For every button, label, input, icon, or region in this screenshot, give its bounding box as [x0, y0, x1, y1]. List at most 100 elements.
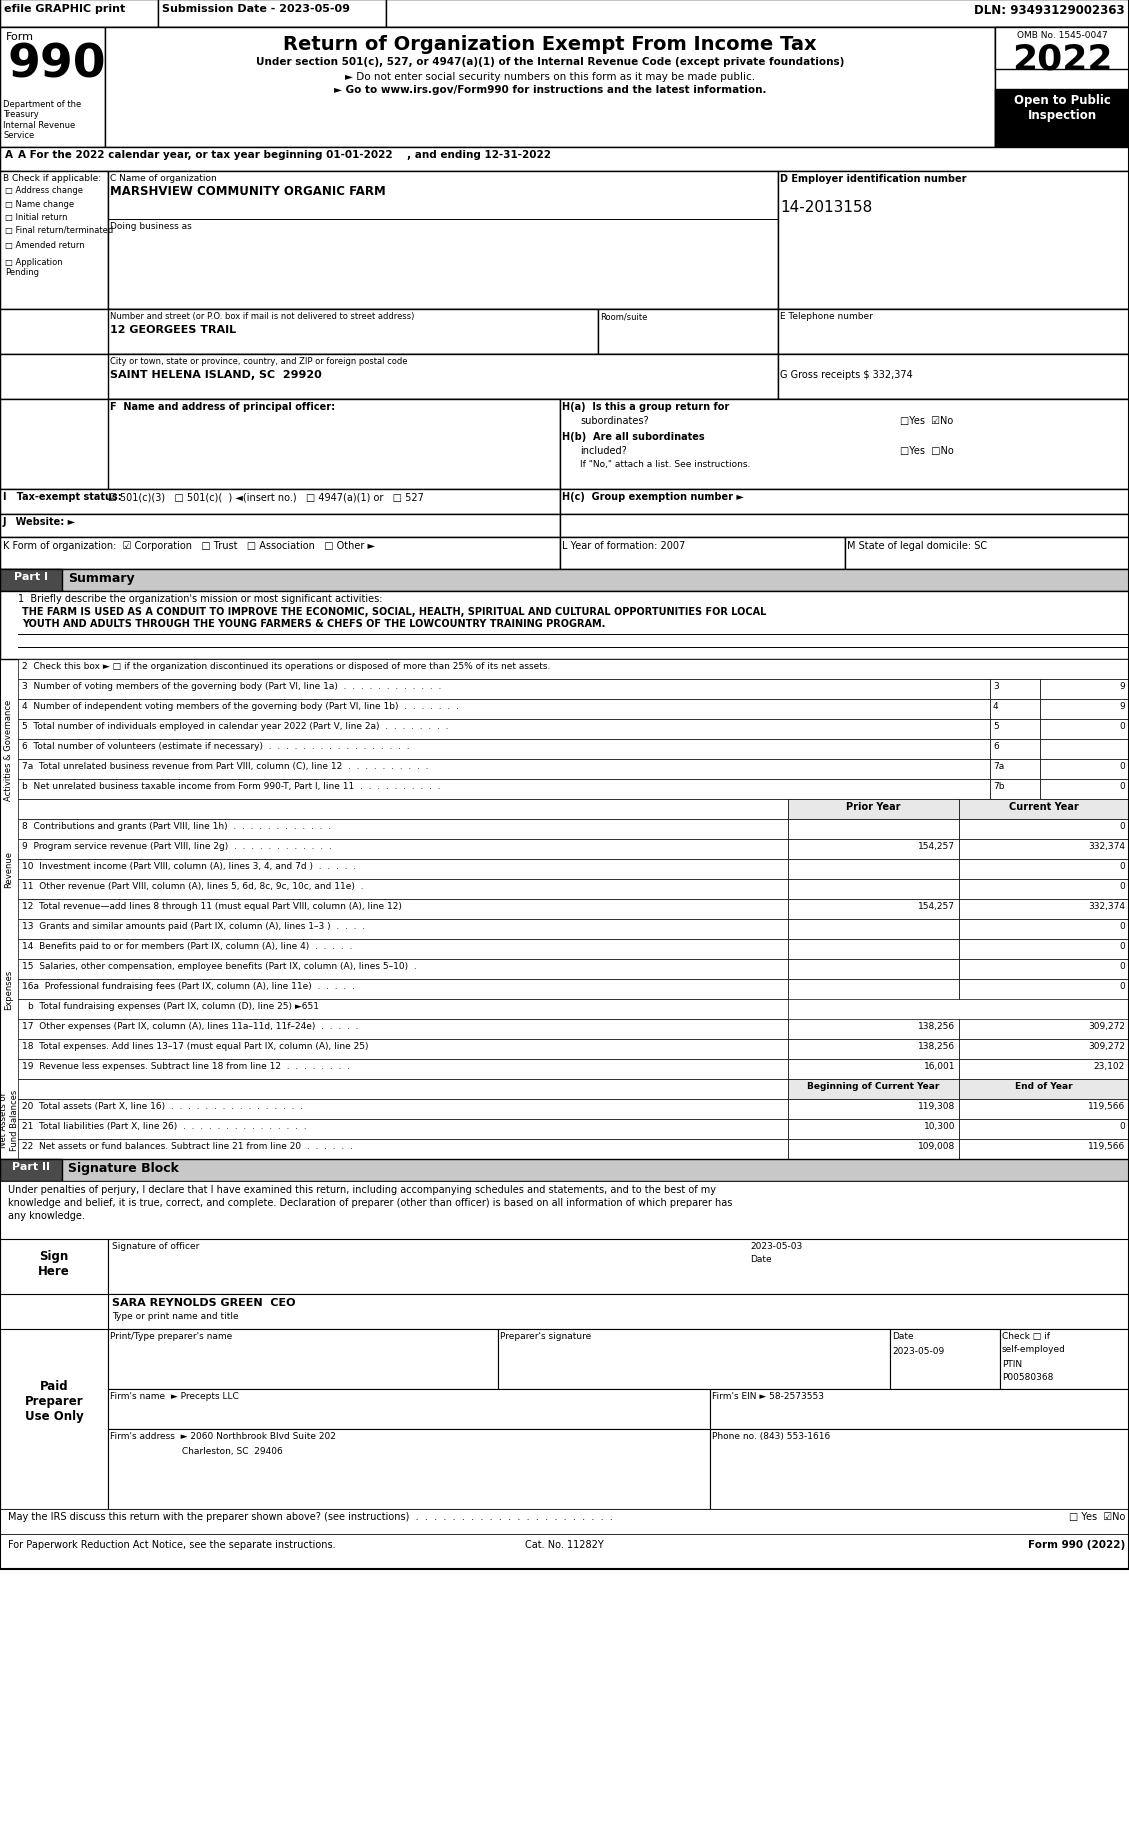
Bar [0, 1510, 1129, 1534]
Bar [0, 1329, 108, 1510]
Text: 22  Net assets or fund balances. Subtract line 21 from line 20  .  .  .  .  .  .: 22 Net assets or fund balances. Subtract… [21, 1142, 353, 1151]
Bar [990, 679, 1040, 699]
Bar [788, 919, 959, 939]
Text: H(c)  Group exemption number ►: H(c) Group exemption number ► [562, 492, 744, 501]
Bar [710, 1429, 1129, 1510]
Bar [788, 840, 959, 860]
Text: 14  Benefits paid to or for members (Part IX, column (A), line 4)  .  .  .  .  .: 14 Benefits paid to or for members (Part… [21, 941, 352, 950]
Bar [788, 1080, 959, 1100]
Text: 9: 9 [1119, 681, 1124, 690]
Text: 13  Grants and similar amounts paid (Part IX, column (A), lines 1–3 )  .  .  .  : 13 Grants and similar amounts paid (Part… [21, 922, 365, 930]
Bar [18, 1140, 788, 1160]
Text: 7b: 7b [994, 781, 1005, 791]
Text: YOUTH AND ADULTS THROUGH THE YOUNG FARMERS & CHEFS OF THE LOWCOUNTRY TRAINING PR: YOUTH AND ADULTS THROUGH THE YOUNG FARME… [21, 619, 605, 630]
Text: 0: 0 [1119, 981, 1124, 990]
Bar [959, 939, 1129, 959]
Bar [0, 399, 1129, 490]
Text: □ Final return/terminated: □ Final return/terminated [5, 225, 113, 234]
Text: 3  Number of voting members of the governing body (Part VI, line 1a)  .  .  .  .: 3 Number of voting members of the govern… [21, 681, 441, 690]
Text: Form: Form [6, 31, 34, 42]
Text: 6: 6 [994, 741, 999, 750]
Bar [959, 979, 1129, 999]
Text: 119,566: 119,566 [1087, 1142, 1124, 1151]
Bar [158, 0, 386, 27]
Bar [990, 739, 1040, 759]
Text: A For the 2022 calendar year, or tax year beginning 01-01-2022    , and ending 1: A For the 2022 calendar year, or tax yea… [18, 150, 551, 159]
Bar [995, 27, 1129, 70]
Text: 20  Total assets (Part X, line 16)  .  .  .  .  .  .  .  .  .  .  .  .  .  .  . : 20 Total assets (Part X, line 16) . . . … [21, 1102, 303, 1111]
Bar [0, 172, 108, 309]
Bar [959, 820, 1129, 840]
Text: A: A [5, 150, 14, 159]
Bar [788, 1060, 959, 1080]
Text: □ Application
Pending: □ Application Pending [5, 258, 62, 278]
Text: 5  Total number of individuals employed in calendar year 2022 (Part V, line 2a) : 5 Total number of individuals employed i… [21, 721, 448, 730]
Text: 309,272: 309,272 [1088, 1021, 1124, 1030]
Text: H(b)  Are all subordinates: H(b) Are all subordinates [562, 432, 704, 441]
Bar [108, 1294, 1129, 1329]
Bar [18, 959, 788, 979]
Bar [18, 820, 788, 840]
Text: □Yes  □No: □Yes □No [900, 447, 954, 456]
Text: SAINT HELENA ISLAND, SC  29920: SAINT HELENA ISLAND, SC 29920 [110, 370, 322, 381]
Bar [108, 172, 778, 309]
Text: Revenue: Revenue [5, 851, 14, 888]
Text: Open to Public
Inspection: Open to Public Inspection [1014, 93, 1111, 123]
Text: 309,272: 309,272 [1088, 1041, 1124, 1050]
Text: □ Name change: □ Name change [5, 199, 75, 209]
Bar [0, 0, 158, 27]
Text: 138,256: 138,256 [918, 1021, 955, 1030]
Text: Signature Block: Signature Block [68, 1162, 178, 1175]
Text: OMB No. 1545-0047: OMB No. 1545-0047 [1017, 31, 1108, 40]
Text: 10  Investment income (Part VIII, column (A), lines 3, 4, and 7d )  .  .  .  .  : 10 Investment income (Part VIII, column … [21, 862, 356, 871]
Bar [0, 1534, 1129, 1568]
Text: J   Website: ►: J Website: ► [3, 516, 76, 527]
Text: 7a: 7a [994, 761, 1005, 770]
Text: 21  Total liabilities (Part X, line 26)  .  .  .  .  .  .  .  .  .  .  .  .  .  : 21 Total liabilities (Part X, line 26) .… [21, 1122, 307, 1131]
Bar [18, 939, 788, 959]
Text: Doing business as: Doing business as [110, 221, 192, 231]
Text: ► Do not enter social security numbers on this form as it may be made public.: ► Do not enter social security numbers o… [345, 71, 755, 82]
Text: End of Year: End of Year [1015, 1082, 1073, 1091]
Text: Paid
Preparer
Use Only: Paid Preparer Use Only [25, 1380, 84, 1422]
Text: 23,102: 23,102 [1094, 1061, 1124, 1071]
Bar [788, 959, 959, 979]
Text: Firm's EIN ► 58-2573553: Firm's EIN ► 58-2573553 [712, 1391, 824, 1400]
Text: 0: 0 [1119, 781, 1124, 791]
Text: Under section 501(c), 527, or 4947(a)(1) of the Internal Revenue Code (except pr: Under section 501(c), 527, or 4947(a)(1)… [256, 57, 844, 68]
Text: 119,308: 119,308 [918, 1102, 955, 1111]
Bar [108, 399, 560, 490]
Bar [788, 1039, 959, 1060]
Text: 10,300: 10,300 [924, 1122, 955, 1131]
Text: 0: 0 [1119, 961, 1124, 970]
Bar [18, 860, 788, 880]
Bar [108, 1389, 710, 1429]
Text: May the IRS discuss this return with the preparer shown above? (see instructions: May the IRS discuss this return with the… [8, 1512, 613, 1521]
Bar [959, 900, 1129, 919]
Text: 0: 0 [1119, 1122, 1124, 1131]
Text: Date: Date [750, 1254, 771, 1263]
Bar [788, 939, 959, 959]
Bar [498, 1329, 890, 1389]
Bar [18, 979, 788, 999]
Text: 332,374: 332,374 [1088, 902, 1124, 911]
Text: Firm's address  ► 2060 Northbrook Blvd Suite 202: Firm's address ► 2060 Northbrook Blvd Su… [110, 1431, 335, 1440]
Text: 154,257: 154,257 [918, 842, 955, 851]
Bar [0, 0, 1129, 1568]
Bar [788, 880, 959, 900]
Text: Form 990 (2022): Form 990 (2022) [1027, 1539, 1124, 1550]
Bar [990, 699, 1040, 719]
Bar [0, 148, 1129, 172]
Text: 119,566: 119,566 [1087, 1102, 1124, 1111]
Text: 4  Number of independent voting members of the governing body (Part VI, line 1b): 4 Number of independent voting members o… [21, 701, 458, 710]
Bar [560, 399, 1129, 490]
Text: Number and street (or P.O. box if mail is not delivered to street address): Number and street (or P.O. box if mail i… [110, 311, 414, 320]
Bar [0, 538, 560, 569]
Bar [788, 979, 959, 999]
Text: ☑ 501(c)(3)   □ 501(c)(  ) ◄(insert no.)   □ 4947(a)(1) or   □ 527: ☑ 501(c)(3) □ 501(c)( ) ◄(insert no.) □ … [108, 492, 423, 501]
Bar [18, 1060, 788, 1080]
Text: Department of the
Treasury
Internal Revenue
Service: Department of the Treasury Internal Reve… [3, 101, 81, 141]
Bar [18, 780, 990, 800]
Text: 16,001: 16,001 [924, 1061, 955, 1071]
Bar [0, 591, 1129, 659]
